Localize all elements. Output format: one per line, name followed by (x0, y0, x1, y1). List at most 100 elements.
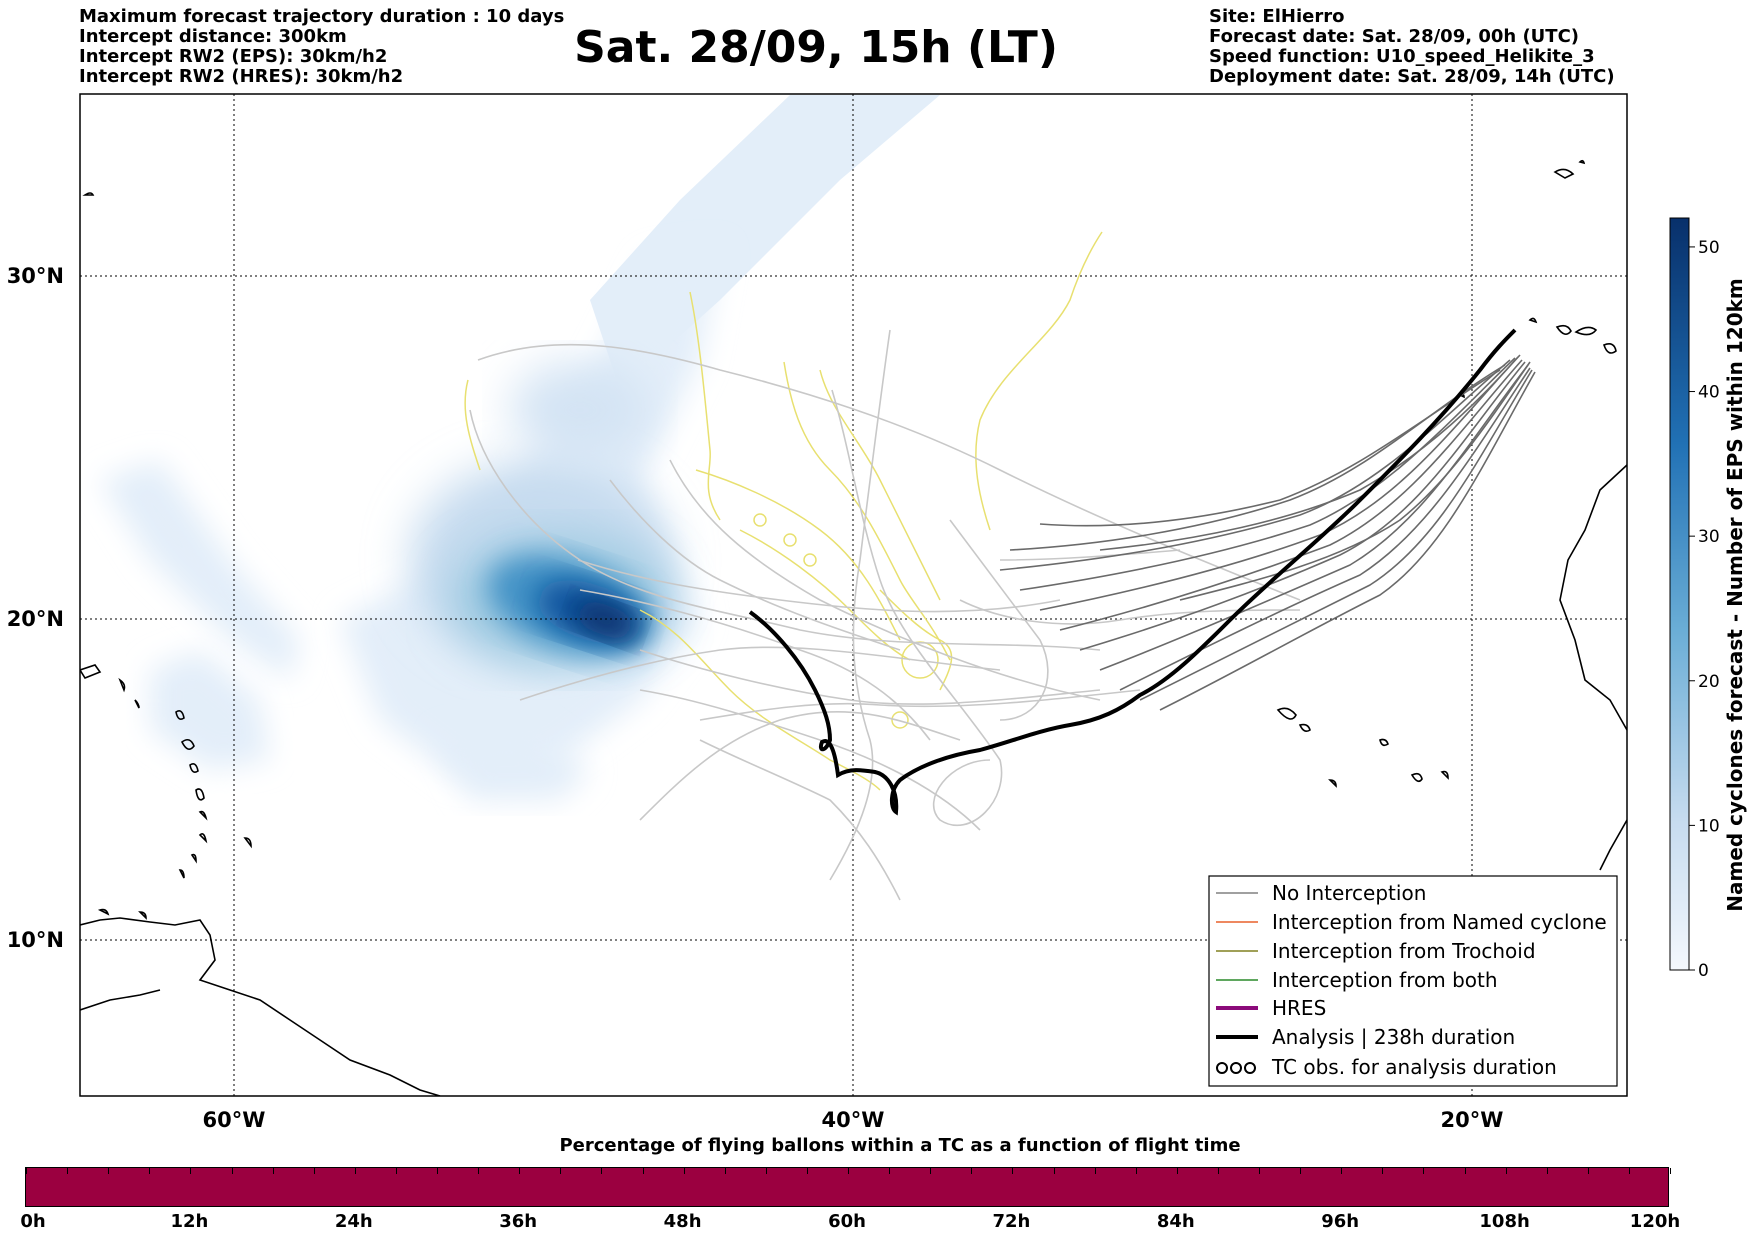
header-line-intercept-distance: Intercept distance: 300km (79, 26, 347, 47)
time-bar-tick-mark (272, 1168, 274, 1174)
legend-label-hres: HRES (1272, 996, 1326, 1020)
legend-swatch-tc-obs-icon (1216, 1062, 1256, 1074)
header-line-max-duration: Maximum forecast trajectory duration : 1… (79, 6, 565, 27)
lat-label-30n: 30°N (7, 264, 64, 288)
time-bar-tick-mark (437, 1168, 438, 1174)
map-plot-area: No Interception Interception from Named … (80, 94, 1627, 1096)
trajectory (469, 409, 1101, 651)
trajectory (1179, 361, 1531, 601)
colorbar-tick-label: 20 (1698, 672, 1720, 692)
colorbar-gradient (1669, 217, 1690, 971)
analysis-trajectory (748, 328, 1517, 816)
time-bar-tick-mark (478, 1168, 480, 1174)
legend-label-analysis: Analysis | 238h duration (1272, 1025, 1515, 1049)
time-bar-tick-mark (1012, 1168, 1014, 1174)
trajectory (699, 689, 1141, 721)
lesser-antilles (97, 710, 252, 920)
header-line-deployment-date: Deployment date: Sat. 28/09, 14h (UTC) (1209, 66, 1615, 87)
time-bar-tick-mark (724, 1168, 726, 1174)
trajectory (1039, 369, 1501, 527)
header-line-intercept-eps: Intercept RW2 (EPS): 30km/h2 (79, 46, 388, 67)
time-bar-tick-mark (1546, 1168, 1548, 1174)
trajectory (1159, 371, 1536, 711)
tc-loop (803, 553, 817, 567)
lon-label-40w: 40°W (822, 1108, 885, 1130)
time-bar-tick-mark (108, 1168, 110, 1174)
colorbar-tick-label: 50 (1698, 238, 1720, 258)
time-bar-tick-label: 60h (828, 1211, 866, 1232)
trajectory (1019, 357, 1516, 591)
legend-label-no-interception: No Interception (1272, 881, 1426, 905)
header-parameters-right: Site: ElHierro Forecast date: Sat. 28/09… (1209, 7, 1615, 87)
legend-label-both: Interception from both (1272, 968, 1498, 992)
trajectory (699, 739, 901, 901)
time-bar-tick-mark (889, 1168, 891, 1174)
tc-loop (753, 513, 767, 527)
colorbar-tick-label: 0 (1698, 961, 1709, 981)
dark-gray-trajectories (999, 354, 1536, 711)
time-bar-tick-mark (67, 1168, 69, 1174)
tc-track (695, 469, 901, 641)
coastline-africa-west (1559, 464, 1627, 731)
trajectory (1139, 369, 1533, 701)
time-bar-tick-label: 108h (1479, 1211, 1530, 1232)
lat-label-10n: 10°N (7, 928, 64, 952)
density-colorbar: 0 10 20 30 40 50 Named cyclones forecast - Nu… (1669, 217, 1747, 981)
colorbar-tick-label: 10 (1698, 816, 1720, 836)
azores-islands (1553, 159, 1586, 179)
time-bar-tick-label: 36h (499, 1211, 538, 1232)
trajectory (999, 359, 1511, 571)
tc-track (819, 369, 941, 601)
time-bar-tick-label: 84h (1156, 1211, 1195, 1232)
legend-label-trochoid: Interception from Trochoid (1272, 939, 1536, 963)
trajectory (639, 689, 981, 831)
time-bar-tick-label: 120h (1629, 1211, 1681, 1232)
time-bar (25, 1167, 1671, 1207)
trajectory (609, 479, 901, 651)
coastline-venezuela (80, 989, 161, 1011)
time-bar-tick-mark (190, 1168, 192, 1174)
time-bar-tick-mark (560, 1168, 562, 1174)
time-bar-tick-mark (971, 1168, 973, 1174)
time-bar-tick-mark (1053, 1168, 1055, 1174)
lon-label-60w: 60°W (203, 1108, 266, 1130)
header-line-speed-function: Speed function: U10_speed_Helikite_3 (1209, 46, 1595, 67)
time-bar-tick-mark (354, 1168, 356, 1174)
map-title: Sat. 28/09, 15h (LT) (574, 22, 1058, 73)
trajectory (639, 710, 961, 821)
time-bar-tick-mark (395, 1168, 397, 1174)
trajectory (1009, 364, 1506, 551)
time-bar-tick-mark (519, 1168, 521, 1174)
time-bar-tick-label: 96h (1321, 1211, 1360, 1232)
time-bar-tick-mark (1505, 1168, 1507, 1174)
time-bar-tick-mark (1094, 1168, 1096, 1174)
tc-loop (891, 711, 909, 729)
tc-track (689, 291, 721, 521)
colorbar-title: Named cyclones forecast - Number of EPS … (1723, 278, 1747, 912)
time-bar-tick-mark (601, 1168, 603, 1174)
time-bar-tick-label: 0h (20, 1211, 46, 1232)
time-bar-tick-label: 24h (334, 1211, 373, 1232)
time-bar-tick-mark (1628, 1168, 1630, 1174)
map-legend: No Interception Interception from Named … (1208, 875, 1618, 1087)
time-bar-tick-mark (806, 1168, 808, 1174)
time-bar-tick-mark (765, 1168, 767, 1174)
colorbar-tick-label: 30 (1698, 527, 1720, 547)
tc-loop (783, 533, 797, 547)
trajectory (829, 329, 891, 881)
time-bar-tick-label: 72h (992, 1211, 1031, 1232)
map-figure: No Interception Interception from Named … (7, 93, 1747, 1130)
cape-verde-islands (1276, 707, 1449, 788)
trajectory (831, 389, 1003, 827)
greater-antilles (80, 664, 140, 709)
time-bar-tick-mark (313, 1168, 315, 1174)
legend-label-named-cyclone: Interception from Named cyclone (1272, 910, 1607, 934)
time-bar-tick-mark (1300, 1168, 1302, 1174)
tc-track (783, 361, 951, 661)
colorbar-tick-label: 40 (1698, 383, 1720, 403)
time-bar-tick-mark (848, 1168, 849, 1174)
time-bar-tick-mark (26, 1168, 27, 1174)
header-line-forecast-date: Forecast date: Sat. 28/09, 00h (UTC) (1209, 26, 1580, 47)
tc-track (464, 379, 481, 471)
coastline-south-america (80, 917, 441, 1096)
